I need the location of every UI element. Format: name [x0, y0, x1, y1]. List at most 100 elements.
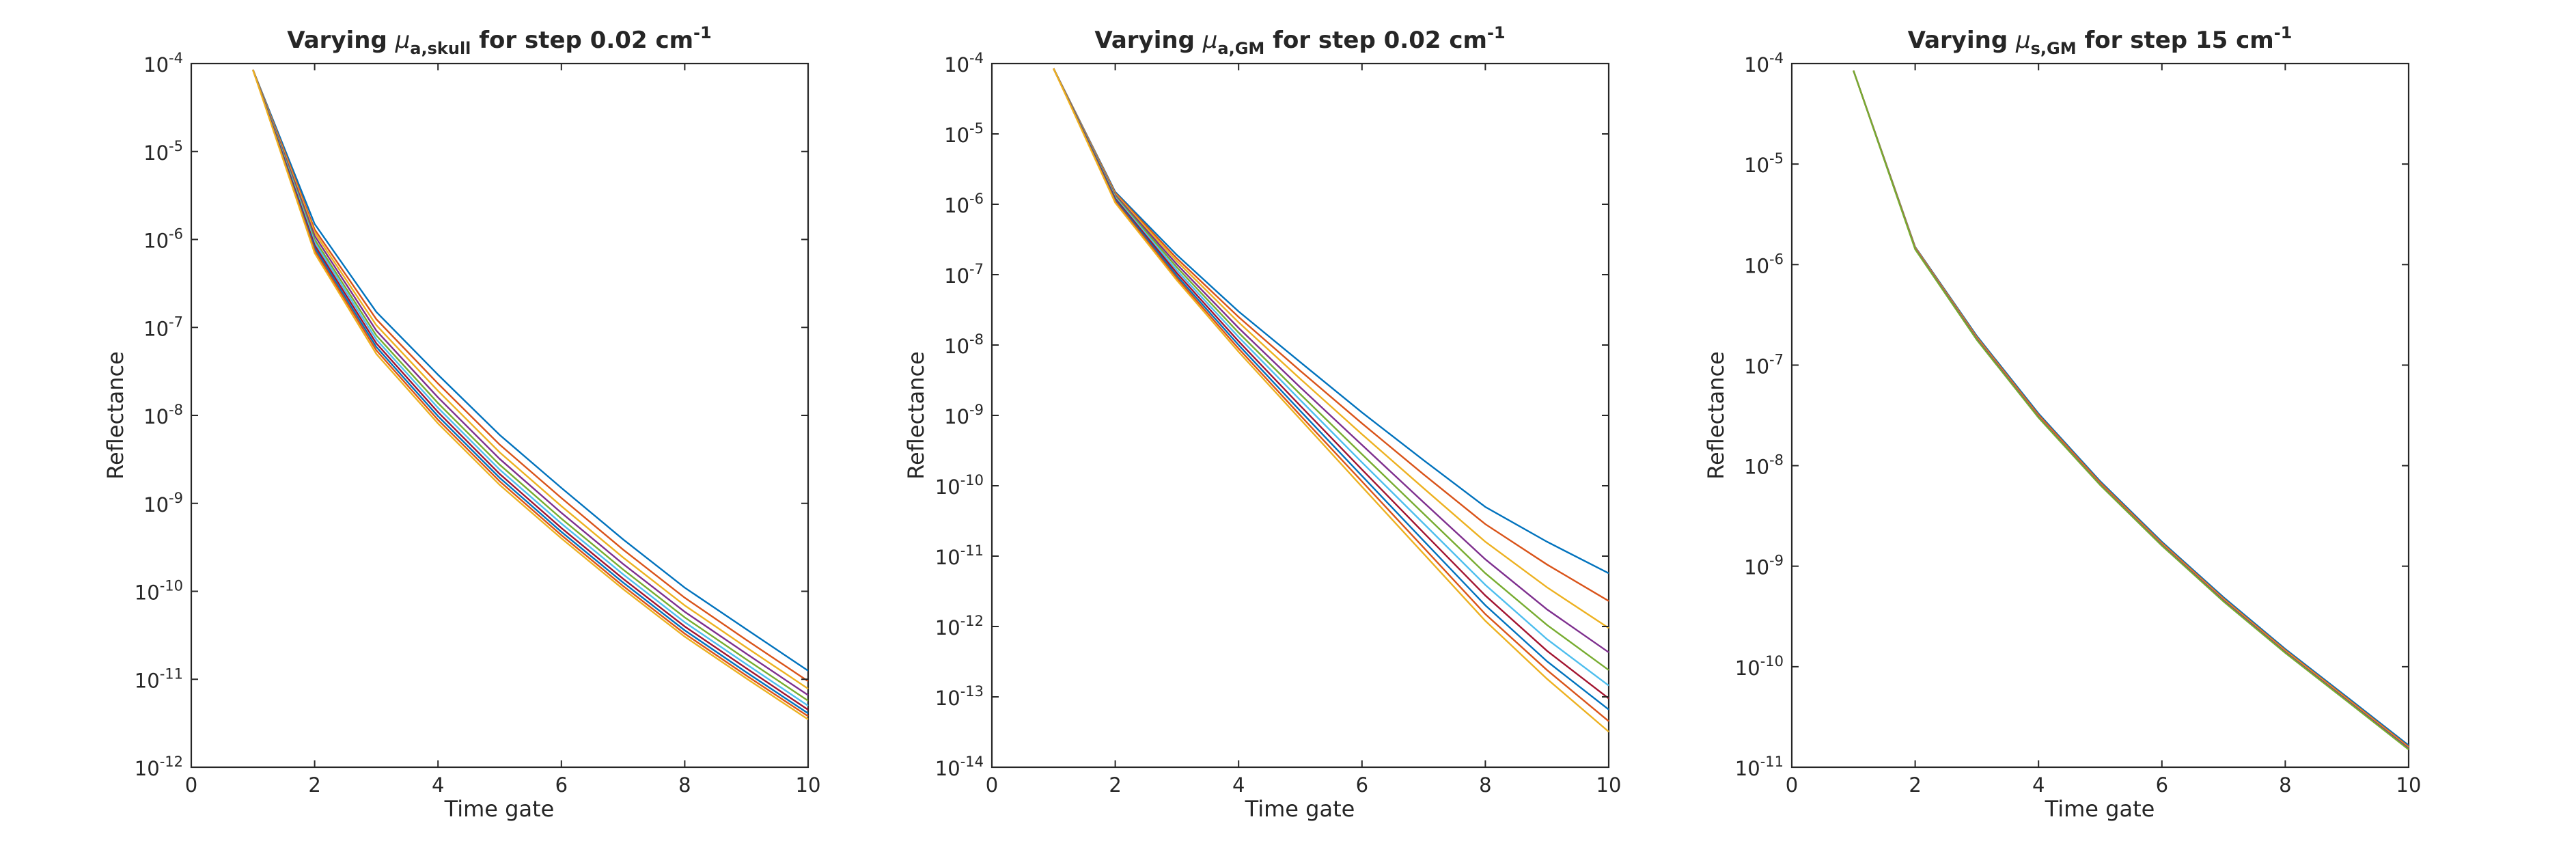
chart-title: Varying μs,GM for step 15 cm-1	[1908, 23, 2293, 58]
y-tick-label: 10-11	[935, 542, 984, 569]
series-line	[252, 69, 809, 702]
y-axis-label: Reflectance	[1703, 351, 1729, 480]
series-line	[252, 69, 809, 720]
y-tick-label: 10-5	[143, 138, 183, 165]
series-line	[252, 69, 809, 711]
plot-area	[1853, 70, 2409, 751]
series-line	[1053, 68, 1609, 700]
x-tick-label: 8	[1479, 773, 1491, 797]
series-line	[252, 69, 809, 717]
series-line	[252, 69, 809, 690]
axes-box	[1790, 62, 2410, 769]
series-line	[1053, 68, 1609, 722]
y-tick-label: 10-14	[935, 754, 984, 780]
y-tick-label: 10-5	[1744, 150, 1784, 177]
y-tick-label: 10-7	[143, 314, 183, 340]
x-tick-label: 6	[2156, 773, 2168, 797]
x-tick-label: 8	[678, 773, 691, 797]
title-middle: for step 0.02 cm	[1264, 27, 1487, 54]
x-tick-label: 4	[1232, 773, 1245, 797]
x-tick-label: 4	[432, 773, 444, 797]
title-subscript: a,skull	[410, 39, 471, 58]
x-tick-label: 4	[2032, 773, 2045, 797]
axis-ticks: 0 2 4 6 8 10 10-12 10-11 10-10 10-9 10-8 10-7 10-6 10…	[135, 50, 821, 797]
series-line	[252, 69, 809, 706]
chart-title: Varying μa,GM for step 0.02 cm-1	[1094, 23, 1505, 58]
chart-panel-3: 0 2 4 6 8 10 10-11 10-10 10-9 10-8 10-7 10-6 10-5 10-…	[1703, 23, 2421, 822]
x-tick-label: 10	[796, 773, 821, 797]
y-tick-label: 10-12	[135, 754, 183, 780]
y-tick-label: 10-8	[944, 331, 984, 358]
x-tick-label: 6	[1356, 773, 1368, 797]
axis-ticks: 0 2 4 6 8 10 10-11 10-10 10-9 10-8 10-7 10-6 10-5 10-…	[1735, 50, 2422, 797]
series-line	[1053, 68, 1609, 629]
title-prefix: Varying	[287, 27, 395, 54]
plot-area	[252, 69, 809, 720]
plot-area	[1053, 68, 1609, 732]
series-line	[1053, 68, 1609, 602]
title-subscript: s,GM	[2031, 39, 2077, 58]
y-tick-label: 10-5	[944, 120, 984, 147]
title-mu: μ	[1202, 27, 1218, 54]
axis-ticks: 0 2 4 6 8 10 10-14 10-13 10-12 10-11 10-10 10-9 10-8…	[935, 50, 1622, 797]
series-line	[252, 69, 809, 715]
x-tick-label: 8	[2279, 773, 2291, 797]
x-tick-label: 2	[1109, 773, 1121, 797]
series-line	[1053, 68, 1609, 575]
y-tick-label: 10-7	[1744, 351, 1784, 378]
series-line	[252, 69, 809, 672]
x-tick-label: 6	[555, 773, 568, 797]
x-tick-label: 0	[1786, 773, 1798, 797]
chart-panel-1: 0 2 4 6 8 10 10-12 10-11 10-10 10-9 10-8 10-7 10-6 10…	[102, 23, 820, 822]
series-line	[252, 69, 809, 696]
y-tick-label: 10-10	[935, 472, 984, 499]
x-tick-label: 10	[1596, 773, 1622, 797]
y-tick-label: 10-8	[1744, 452, 1784, 479]
axes-box	[190, 62, 809, 769]
title-middle: for step 0.02 cm	[471, 27, 693, 54]
y-tick-label: 10-11	[1735, 754, 1784, 780]
y-tick-label: 10-13	[935, 683, 984, 710]
chart-title: Varying μa,skull for step 0.02 cm-1	[287, 23, 711, 58]
series-line	[1053, 68, 1609, 653]
x-tick-label: 0	[986, 773, 998, 797]
title-superscript: -1	[693, 23, 712, 42]
y-tick-label: 10-4	[944, 50, 984, 77]
title-middle: for step 15 cm	[2077, 27, 2274, 54]
x-tick-label: 10	[2396, 773, 2422, 797]
x-axis-label: Time gate	[1245, 796, 1355, 822]
y-tick-label: 10-11	[135, 665, 183, 692]
y-tick-label: 10-10	[135, 578, 183, 605]
x-tick-label: 2	[308, 773, 320, 797]
y-tick-label: 10-10	[1735, 653, 1784, 680]
y-tick-label: 10-4	[143, 50, 183, 77]
series-line	[1053, 68, 1609, 687]
y-tick-label: 10-6	[1744, 251, 1784, 277]
y-axis-label: Reflectance	[102, 351, 128, 480]
y-tick-label: 10-6	[143, 226, 183, 253]
title-mu: μ	[2015, 27, 2031, 54]
y-tick-label: 10-9	[944, 402, 984, 428]
series-line	[1053, 68, 1609, 671]
series-line	[252, 69, 809, 683]
y-tick-label: 10-9	[143, 490, 183, 516]
y-tick-label: 10-8	[143, 402, 183, 428]
title-prefix: Varying	[1908, 27, 2016, 54]
series-line	[1053, 68, 1609, 711]
chart-panel-2: 0 2 4 6 8 10 10-14 10-13 10-12 10-11 10-10 10-9 10-8…	[903, 23, 1621, 822]
y-tick-label: 10-9	[1744, 553, 1784, 579]
x-tick-label: 2	[1909, 773, 1921, 797]
y-tick-label: 10-7	[944, 261, 984, 288]
y-axis-label: Reflectance	[903, 351, 929, 480]
x-axis-label: Time gate	[444, 796, 555, 822]
x-axis-label: Time gate	[2045, 796, 2155, 822]
y-tick-label: 10-4	[1744, 50, 1784, 77]
title-superscript: -1	[1487, 23, 1506, 42]
series-line	[1053, 68, 1609, 732]
title-subscript: a,GM	[1217, 39, 1264, 58]
title-prefix: Varying	[1094, 27, 1202, 54]
y-tick-label: 10-6	[944, 191, 984, 217]
x-tick-label: 0	[185, 773, 197, 797]
title-mu: μ	[395, 27, 411, 54]
